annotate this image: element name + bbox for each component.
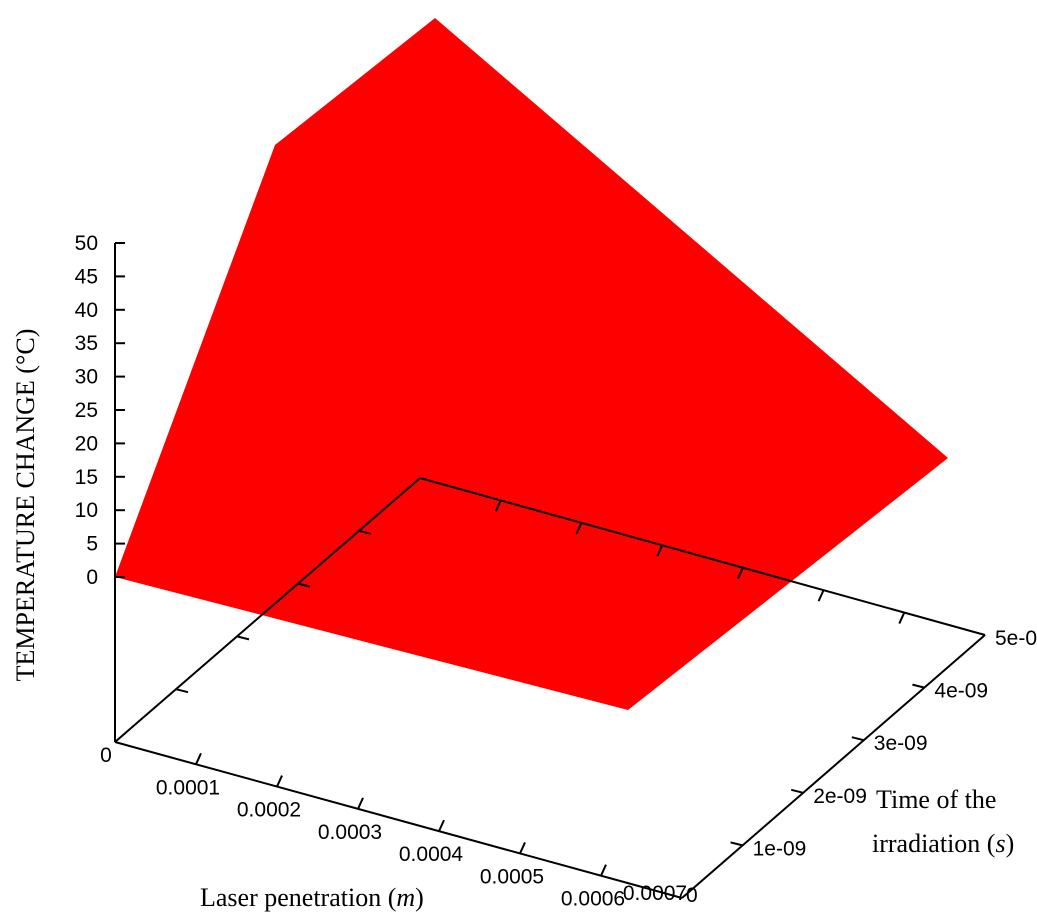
z-tick-label: 35 [75,332,98,355]
x-tick-mark [195,752,202,765]
back-x-tick-mark [575,522,583,535]
y-axis-unit-open: ( [987,829,996,858]
y-tick-label: 0 [686,884,698,907]
back-y-tick-mark [297,582,311,588]
y-tick-mark [730,841,743,847]
y-axis-line [681,634,986,899]
back-x-tick-mark [898,612,906,624]
back-x-axis-line [419,477,986,636]
z-tick-label: 15 [75,466,98,489]
x-tick-mark [600,864,607,877]
x-axis-label: Laser penetration [200,883,381,912]
x-tick-mark [357,797,364,810]
x-tick-mark [276,775,283,787]
back-x-tick-mark [817,589,825,602]
y-tick-label: 4e-09 [934,680,988,703]
y-tick-label: 1e-09 [753,837,807,860]
axes [114,243,986,899]
back-y-tick-mark [236,635,250,641]
x-axis-unit-close: ) [415,883,424,912]
x-ticks: 0 0.0001 0.0002 0.0003 0.0004 0.0005 0.00060.0… [100,500,906,911]
y-axis-unit-close: ) [1006,829,1015,858]
x-tick-label: 0.0001 [156,776,220,799]
surface [115,18,948,710]
z-tick-label: 20 [75,432,98,455]
z-tick-label: 50 [75,232,98,255]
z-tick-label: 10 [75,499,98,522]
y-tick-mark [790,788,804,794]
y-tick-label: 5e-09 [995,627,1037,650]
y-axis-title-line1: Time of the [876,785,996,814]
x-tick-label: 0.0006 [561,888,625,911]
y-tick-mark [912,683,925,689]
y-ticks: 0 1e-09 2e-09 3e-09 4e-09 5e-09 [175,529,1037,907]
z-tick-label: 5 [86,533,98,556]
y-tick-label: 3e-09 [874,732,928,755]
back-y-tick-mark [358,529,372,535]
back-x-tick-mark [656,544,664,557]
x-axis-title: Laser penetration (m) [200,883,424,912]
z-tick-label: 0 [86,566,98,589]
back-y-axis-line [114,477,421,743]
x-tick-label: 0.0004 [399,843,464,866]
z-tick-label: 40 [75,299,98,322]
y-tick-label: 2e-09 [813,785,867,808]
z-tick-label: 25 [75,399,98,422]
x-tick-label: 0.0003 [318,821,382,844]
z-tick-label: 30 [75,366,98,389]
x-axis-line [114,741,683,899]
x-tick-label: 0.0002 [237,799,301,822]
y-axis-unit: s [995,829,1005,858]
y-axis-label: irradiation [872,829,980,858]
y-axis-title-line2: irradiation (s) [872,829,1014,858]
z-tick-label: 45 [75,265,98,288]
back-y-tick-mark [175,688,189,694]
z-ticks: 0 5 10 15 20 25 30 35 40 45 50 [75,232,125,589]
x-axis-unit-open: ( [388,883,397,912]
x-tick-label: 0 [100,744,112,767]
x-tick-label: 0.0007 [623,882,687,905]
x-tick-mark [519,842,526,854]
z-axis-title: TEMPERATURE CHANGE (°C) [11,329,40,682]
x-axis-unit: m [396,883,415,912]
back-x-tick-mark [494,500,502,512]
y-tick-mark [851,736,865,742]
x-tick-label: 0.0005 [480,865,544,888]
x-tick-mark [438,819,445,832]
back-x-tick-mark [736,567,744,580]
